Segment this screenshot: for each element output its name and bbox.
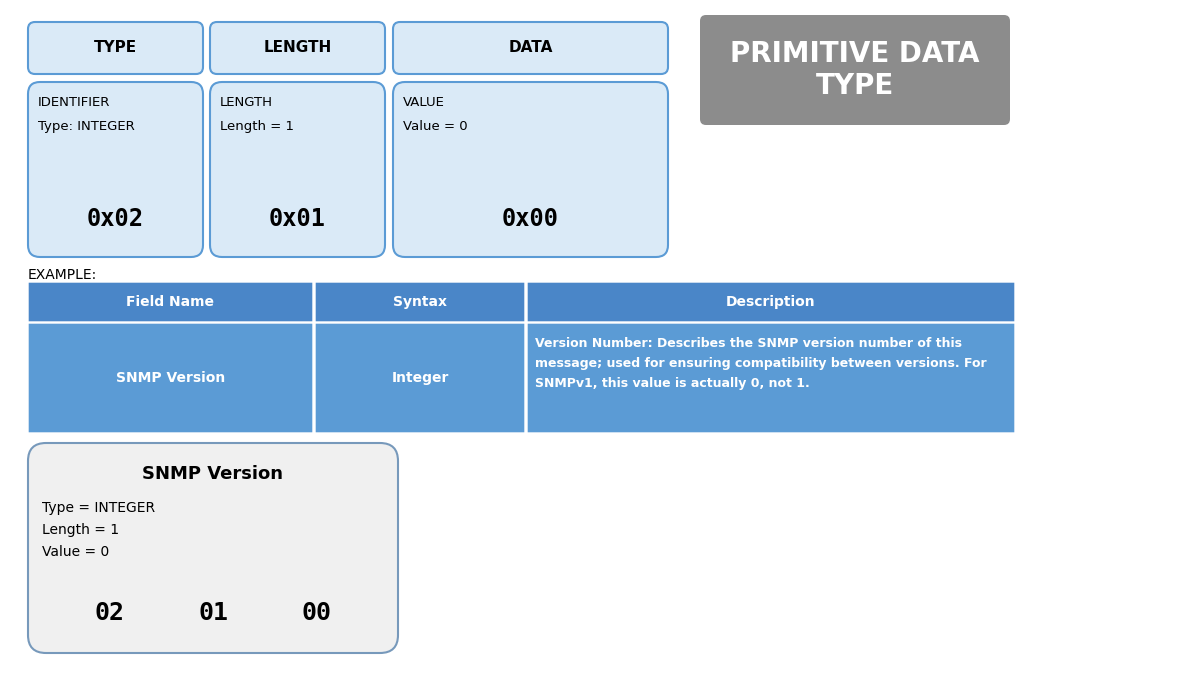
Text: 0x00: 0x00 [502, 207, 559, 231]
Text: Description: Description [726, 295, 816, 309]
Text: 01: 01 [198, 601, 228, 625]
Text: message; used for ensuring compatibility between versions. For: message; used for ensuring compatibility… [535, 357, 986, 370]
Text: Type = INTEGER: Type = INTEGER [42, 501, 155, 515]
Text: SNMPv1, this value is actually 0, not 1.: SNMPv1, this value is actually 0, not 1. [535, 377, 810, 390]
FancyBboxPatch shape [527, 323, 1015, 433]
Text: IDENTIFIER: IDENTIFIER [38, 96, 110, 109]
Text: EXAMPLE:: EXAMPLE: [28, 268, 97, 282]
Text: Length = 1: Length = 1 [42, 523, 119, 537]
FancyBboxPatch shape [28, 22, 203, 74]
Text: Length = 1: Length = 1 [220, 120, 294, 133]
Text: Value = 0: Value = 0 [403, 120, 468, 133]
Text: VALUE: VALUE [403, 96, 445, 109]
Text: TYPE: TYPE [94, 40, 137, 55]
Text: LENGTH: LENGTH [263, 40, 331, 55]
FancyBboxPatch shape [314, 323, 526, 433]
FancyBboxPatch shape [527, 282, 1015, 322]
Text: Syntax: Syntax [394, 295, 446, 309]
Text: Type: INTEGER: Type: INTEGER [38, 120, 134, 133]
Text: 0x01: 0x01 [269, 207, 326, 231]
FancyBboxPatch shape [28, 282, 313, 322]
Text: DATA: DATA [509, 40, 553, 55]
FancyBboxPatch shape [210, 82, 385, 257]
FancyBboxPatch shape [28, 323, 313, 433]
Text: 00: 00 [301, 601, 331, 625]
FancyBboxPatch shape [28, 82, 203, 257]
Text: SNMP Version: SNMP Version [143, 465, 283, 483]
Text: PRIMITIVE DATA
TYPE: PRIMITIVE DATA TYPE [731, 40, 979, 100]
FancyBboxPatch shape [394, 82, 668, 257]
Text: 0x02: 0x02 [88, 207, 144, 231]
Text: LENGTH: LENGTH [220, 96, 274, 109]
FancyBboxPatch shape [210, 22, 385, 74]
Text: SNMP Version: SNMP Version [116, 371, 226, 385]
Text: Version Number: Describes the SNMP version number of this: Version Number: Describes the SNMP versi… [535, 337, 962, 350]
FancyBboxPatch shape [394, 22, 668, 74]
FancyBboxPatch shape [28, 443, 398, 653]
Text: Value = 0: Value = 0 [42, 545, 109, 559]
Text: Field Name: Field Name [126, 295, 215, 309]
Text: Integer: Integer [391, 371, 449, 385]
FancyBboxPatch shape [700, 15, 1010, 125]
FancyBboxPatch shape [314, 282, 526, 322]
Text: 02: 02 [95, 601, 125, 625]
